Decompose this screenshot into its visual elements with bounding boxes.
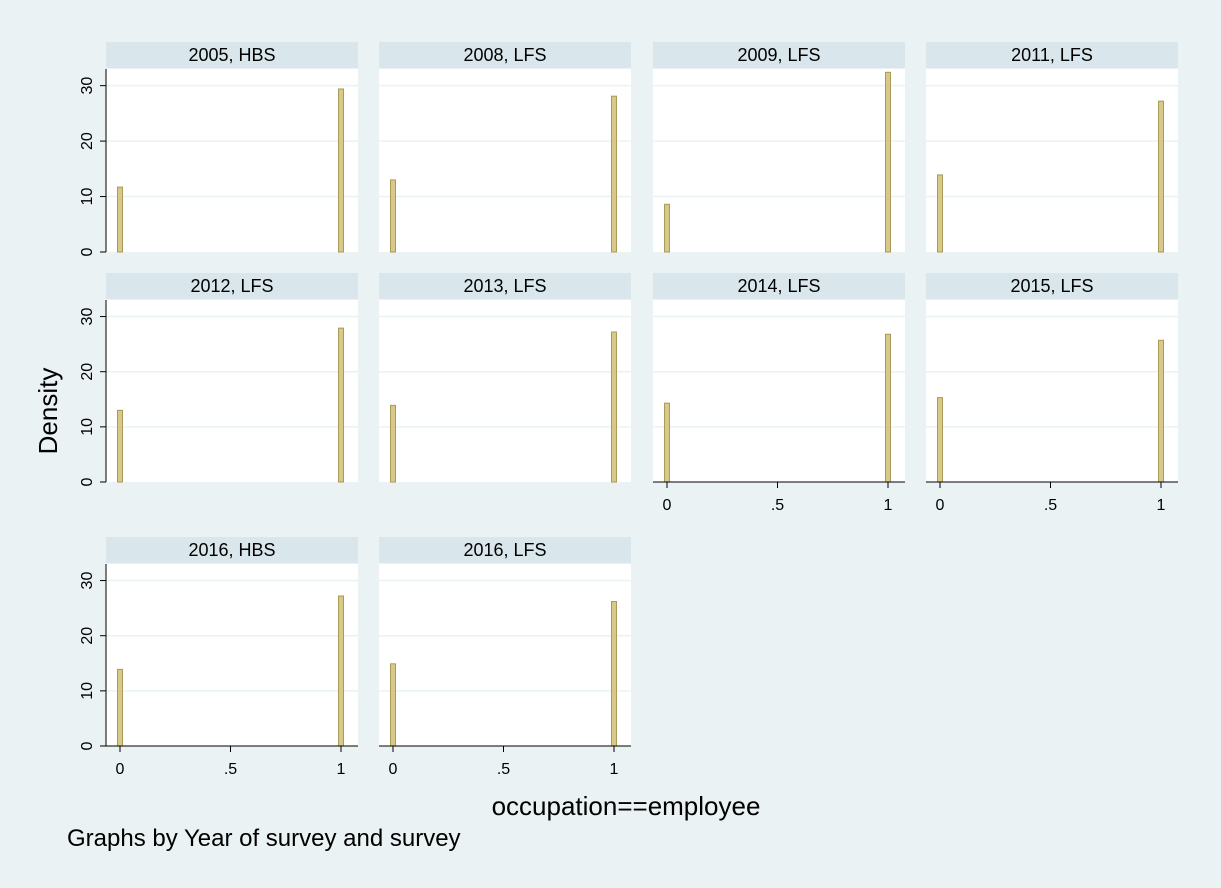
panel-header — [926, 273, 1178, 299]
panel: 2016, LFS 0 .5 1 — [379, 537, 631, 778]
panel-header — [653, 42, 905, 68]
panel-title: 2012, LFS — [190, 276, 273, 296]
plot-region — [106, 300, 358, 482]
panel-title: 2008, LFS — [463, 45, 546, 65]
panel-title: 2013, LFS — [463, 276, 546, 296]
histogram-bar — [117, 668, 123, 747]
histogram-bar — [611, 601, 617, 747]
histogram-bar — [390, 404, 396, 483]
x-tick-label: 0 — [116, 761, 125, 778]
histogram-bar — [611, 331, 617, 483]
panel: 2014, LFS 0 .5 1 — [653, 273, 905, 514]
plot-region — [106, 69, 358, 252]
histogram-bar — [1158, 339, 1164, 483]
panel-title: 2015, LFS — [1010, 276, 1093, 296]
panel: 2008, LFS — [379, 42, 631, 253]
y-tick-label: 10 — [79, 188, 96, 206]
y-tick-label: 10 — [79, 682, 96, 700]
by-note: Graphs by Year of survey and survey — [67, 825, 461, 852]
panel: 2013, LFS — [379, 273, 631, 483]
y-tick-label: 0 — [79, 477, 96, 486]
x-axis-title: occupation==employee — [492, 791, 761, 821]
panel-title: 2014, LFS — [737, 276, 820, 296]
plot-region — [926, 300, 1178, 482]
histogram-bar — [937, 397, 943, 483]
y-tick-label: 30 — [79, 308, 96, 326]
plot-region — [926, 69, 1178, 252]
panel-title: 2016, LFS — [463, 540, 546, 560]
panel-header — [106, 537, 358, 563]
panel-header — [926, 42, 1178, 68]
panel-header — [106, 273, 358, 299]
histogram-bar — [885, 333, 891, 483]
x-tick-label: .5 — [224, 761, 237, 778]
panel-header — [379, 273, 631, 299]
histogram-bar — [611, 95, 617, 253]
y-tick-label: 20 — [79, 363, 96, 381]
y-tick-label: 30 — [79, 77, 96, 95]
panel: 2012, LFS 0 10 20 30 — [79, 273, 358, 486]
x-tick-label: 1 — [884, 497, 893, 514]
x-tick-label: .5 — [771, 497, 784, 514]
y-tick-label: 30 — [79, 572, 96, 590]
histogram-bar — [390, 179, 396, 253]
y-tick-label: 10 — [79, 418, 96, 436]
histogram-bar — [338, 327, 344, 483]
panel: 2011, LFS — [926, 42, 1178, 253]
panel: 2015, LFS 0 .5 1 — [926, 273, 1178, 514]
histogram-bar — [664, 402, 670, 483]
histogram-bar — [885, 71, 891, 253]
plot-region — [379, 564, 631, 746]
panel-header — [379, 42, 631, 68]
panel-header — [379, 537, 631, 563]
panel-header — [653, 273, 905, 299]
histogram-bar — [338, 595, 344, 747]
x-tick-label: 1 — [610, 761, 619, 778]
x-tick-label: 0 — [663, 497, 672, 514]
histogram-bar — [338, 88, 344, 253]
histogram-bar — [1158, 100, 1164, 253]
plot-region — [379, 69, 631, 252]
panel-title: 2011, LFS — [1011, 45, 1093, 65]
panel-title: 2009, LFS — [737, 45, 820, 65]
x-tick-label: 1 — [337, 761, 346, 778]
y-axis-title: Density — [33, 368, 63, 455]
y-tick-label: 20 — [79, 132, 96, 150]
histogram-bar — [664, 203, 670, 253]
y-tick-label: 0 — [79, 741, 96, 750]
histogram-bar — [117, 409, 123, 483]
panel-title: 2005, HBS — [188, 45, 275, 65]
x-tick-label: 0 — [936, 497, 945, 514]
histogram-bar — [390, 663, 396, 747]
histogram-bar — [937, 174, 943, 253]
y-tick-label: 20 — [79, 627, 96, 645]
plot-region — [653, 69, 905, 252]
plot-region — [379, 300, 631, 482]
panel: 2005, HBS 0 10 20 30 — [79, 42, 358, 256]
y-tick-label: 0 — [79, 247, 96, 256]
x-tick-label: 0 — [389, 761, 398, 778]
x-tick-label: 1 — [1157, 497, 1166, 514]
panel-header — [106, 42, 358, 68]
histogram-bar — [117, 186, 123, 253]
x-tick-label: .5 — [1044, 497, 1057, 514]
plot-region — [106, 564, 358, 746]
panel: 2016, HBS 0 10 20 30 0 .5 1 — [79, 537, 358, 778]
panel-title: 2016, HBS — [188, 540, 275, 560]
plot-region — [653, 300, 905, 482]
panel: 2009, LFS — [653, 42, 905, 253]
x-tick-label: .5 — [497, 761, 510, 778]
